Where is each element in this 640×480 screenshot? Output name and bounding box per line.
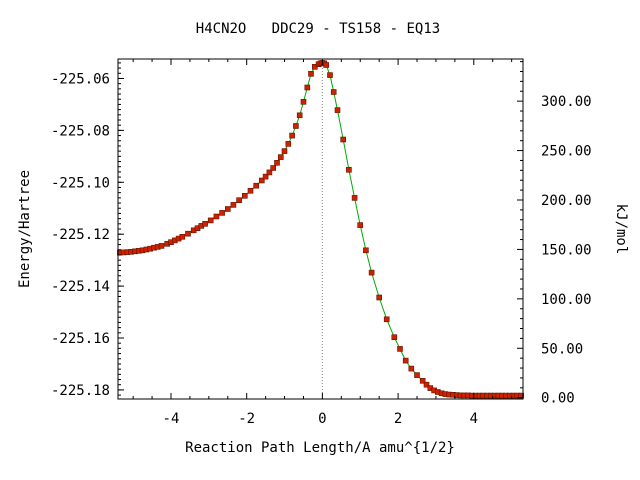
- data-point: [213, 213, 220, 220]
- y2-axis-label: kJ/mol: [613, 204, 629, 255]
- axes: -4 -2 0 2 4 -225.06 -225.08 -225.10 -225.12 -225.…: [51, 59, 592, 427]
- data-point: [340, 136, 347, 143]
- data-point: [207, 217, 214, 224]
- y2-tick-label: 100.00: [541, 292, 592, 308]
- data-point: [334, 107, 341, 113]
- data-point: [419, 377, 426, 384]
- y2-tick-label: 0.00: [541, 391, 575, 407]
- y2-tick-label: 150.00: [541, 242, 592, 258]
- x-tick-label: -4: [163, 411, 180, 427]
- data-point: [289, 132, 295, 139]
- data-point: [300, 99, 307, 105]
- data-point: [346, 167, 352, 173]
- data-point: [285, 141, 292, 147]
- data-point: [357, 222, 364, 228]
- y-tick-label: -225.16: [51, 331, 110, 347]
- data-point: [274, 160, 280, 166]
- data-point: [402, 357, 409, 364]
- y-tick-label: -225.12: [51, 227, 110, 243]
- plot-frame: [117, 58, 524, 400]
- data-point: [376, 294, 383, 301]
- data-point: [414, 372, 420, 378]
- y-tick-label: -225.14: [51, 279, 110, 295]
- series-line-0: [119, 62, 522, 397]
- data-point: [242, 193, 248, 199]
- y2-tick-label: 300.00: [541, 94, 592, 110]
- x-tick-label: -2: [238, 411, 255, 427]
- data-point: [230, 202, 237, 208]
- data-point: [391, 334, 398, 341]
- data-point: [185, 230, 191, 237]
- data-point: [423, 381, 430, 388]
- y-tick-label: -225.18: [51, 383, 110, 399]
- y-tick-label: -225.10: [51, 175, 110, 191]
- data-point: [219, 210, 225, 216]
- data-point: [363, 247, 369, 254]
- data-point: [179, 234, 186, 240]
- x-tick-label: 2: [394, 411, 402, 427]
- data-point: [266, 169, 273, 176]
- data-point: [408, 365, 415, 372]
- data-point: [397, 346, 403, 352]
- data-point: [202, 221, 208, 227]
- y2-tick-label: 250.00: [541, 144, 592, 160]
- data-point: [304, 84, 311, 91]
- data-point: [308, 71, 314, 77]
- data-point: [281, 148, 288, 154]
- x-tick-label: 4: [470, 411, 478, 427]
- data-point: [262, 173, 269, 180]
- y2-tick-label: 200.00: [541, 193, 592, 209]
- y-tick-label: -225.06: [51, 71, 110, 87]
- data-point: [351, 195, 358, 201]
- data-point: [330, 89, 337, 95]
- y2-tick-label: 50.00: [541, 341, 583, 357]
- chart-title: H4CN2O DDC29 - TS158 - EQ13: [196, 21, 440, 37]
- data-point: [383, 316, 390, 323]
- data-point: [236, 197, 242, 203]
- plot-area: [117, 59, 524, 399]
- data-point: [277, 154, 284, 160]
- data-point: [258, 177, 265, 184]
- y-axis-label: Energy/Hartree: [17, 170, 33, 288]
- data-point: [225, 206, 231, 212]
- data-point: [296, 112, 303, 119]
- data-point: [327, 72, 333, 78]
- data-point: [158, 243, 165, 249]
- data-point: [293, 123, 299, 129]
- data-point: [368, 269, 375, 276]
- data-point: [253, 182, 259, 189]
- x-axis-label: Reaction Path Length/A amu^{1/2}: [185, 440, 455, 456]
- x-tick-label: 0: [318, 411, 326, 427]
- data-point: [270, 165, 277, 171]
- data-point: [247, 188, 254, 194]
- y-tick-label: -225.08: [51, 123, 110, 139]
- data-point: [323, 62, 330, 68]
